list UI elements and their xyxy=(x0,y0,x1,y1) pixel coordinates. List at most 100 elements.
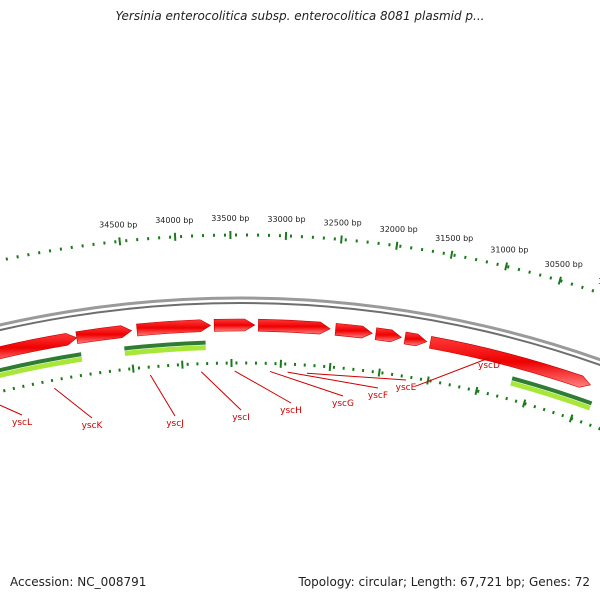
gene-label-yscL[interactable]: yscL xyxy=(12,418,32,428)
outer-tick xyxy=(190,234,194,238)
outer-tick xyxy=(377,241,380,246)
outer-tick xyxy=(538,273,542,277)
outer-tick xyxy=(549,276,553,280)
inner-tick xyxy=(215,361,218,365)
inner-tick xyxy=(598,426,600,431)
outer-tick xyxy=(399,244,402,248)
outer-tick xyxy=(506,265,510,269)
gene-arrow-yscI[interactable] xyxy=(213,318,256,332)
gc-segment-dark xyxy=(511,376,593,406)
gene-label-leader xyxy=(234,370,292,404)
outer-tick xyxy=(16,255,19,259)
tick-label: 33500 bp xyxy=(211,214,249,223)
inner-tick xyxy=(588,423,592,427)
tick-label: 32500 bp xyxy=(324,219,362,228)
outer-tick xyxy=(48,249,52,253)
outer-tick xyxy=(388,243,391,247)
inner-tick xyxy=(533,404,537,409)
gene-arrow-yscE[interactable] xyxy=(403,331,428,347)
gene-arrow-yscK[interactable] xyxy=(75,325,133,344)
tick-label: 33000 bp xyxy=(267,215,305,224)
gene-label-leader xyxy=(54,387,93,419)
inner-tick xyxy=(352,367,355,371)
tick-label: 30000 bp xyxy=(598,277,600,286)
gene-label-leader xyxy=(287,371,379,389)
inner-tick xyxy=(284,362,287,366)
inner-tick xyxy=(235,361,238,365)
inner-tick xyxy=(2,388,6,393)
outer-tick xyxy=(420,247,424,252)
tick-label: 32000 bp xyxy=(380,225,418,234)
inner-tick xyxy=(467,387,471,391)
gene-label-yscH[interactable]: yscH xyxy=(280,406,302,416)
major-tick xyxy=(557,276,562,285)
inner-tick xyxy=(79,373,83,378)
inner-tick xyxy=(457,385,461,389)
tick-label: 34500 bp xyxy=(99,220,137,229)
inner-tick xyxy=(245,361,248,365)
gene-label-yscJ[interactable]: yscJ xyxy=(166,419,184,429)
backbone-track xyxy=(0,296,600,367)
gene-label-yscE[interactable]: yscE xyxy=(396,383,417,393)
outer-tick xyxy=(431,249,435,254)
outer-tick xyxy=(289,234,293,238)
inner-tick xyxy=(410,375,413,380)
inner-tick xyxy=(361,368,365,373)
inner-major-tick xyxy=(474,386,479,395)
inner-tick xyxy=(448,383,451,387)
inner-tick xyxy=(264,361,267,365)
gene-arrow-yscF[interactable] xyxy=(374,327,402,343)
major-tick xyxy=(504,262,509,271)
scale-ticks: 34500 bp 34000 bp 33500 bp 33000 bp 32500 bp… xyxy=(2,214,600,431)
gc-segment-dark xyxy=(124,340,206,351)
major-tick xyxy=(118,237,122,246)
outer-tick xyxy=(103,241,106,245)
gene-label-leader xyxy=(0,404,23,416)
tick-label: 30500 bp xyxy=(545,260,583,269)
outer-tick xyxy=(485,260,489,264)
inner-tick xyxy=(147,365,150,369)
gene-arrow-yscL[interactable] xyxy=(0,333,78,362)
gene-label-leader xyxy=(200,371,242,411)
gene-label-yscF[interactable]: yscF xyxy=(368,391,388,401)
gene-label-yscG[interactable]: yscG xyxy=(332,399,354,409)
outer-tick xyxy=(158,236,161,240)
gc-content-track xyxy=(0,340,593,411)
inner-tick xyxy=(108,369,112,373)
outer-tick xyxy=(92,242,95,247)
gc-segment-light xyxy=(510,380,591,411)
inner-major-tick xyxy=(426,376,430,385)
outer-tick xyxy=(344,238,347,242)
major-tick xyxy=(449,250,454,259)
inner-tick xyxy=(332,365,336,369)
gene-label-leader xyxy=(306,372,407,381)
gene-arrow-yscJ[interactable] xyxy=(136,319,212,337)
gene-label-leader xyxy=(149,374,176,417)
backbone-inner-line xyxy=(0,301,600,367)
outer-tick xyxy=(580,285,584,290)
inner-tick xyxy=(303,363,306,367)
inner-tick xyxy=(495,394,499,398)
gene-arrow-yscH[interactable] xyxy=(258,318,331,335)
inner-tick xyxy=(371,370,374,374)
outer-tick xyxy=(201,234,205,238)
gene-arrow-yscG[interactable] xyxy=(334,323,373,339)
tick-label: 31000 bp xyxy=(490,246,528,255)
outer-tick xyxy=(474,257,478,262)
inner-tick xyxy=(157,364,160,368)
inner-tick xyxy=(70,375,73,379)
outer-tick xyxy=(322,236,325,240)
tick-label: 31500 bp xyxy=(435,234,473,243)
inner-tick xyxy=(390,372,394,377)
topology-stats: Topology: circular; Length: 67,721 bp; G… xyxy=(298,575,590,589)
gene-arrow-yscD[interactable] xyxy=(429,336,591,388)
inner-tick xyxy=(542,407,546,412)
outer-tick xyxy=(464,255,467,260)
inner-tick xyxy=(486,391,490,396)
inner-tick xyxy=(476,389,480,393)
gc-segment-light xyxy=(124,345,206,356)
gene-label-yscI[interactable]: yscI xyxy=(232,413,250,423)
gene-label-yscK[interactable]: yscK xyxy=(82,421,104,431)
major-tick xyxy=(340,235,343,244)
gene-label-yscD[interactable]: yscD xyxy=(478,361,500,371)
